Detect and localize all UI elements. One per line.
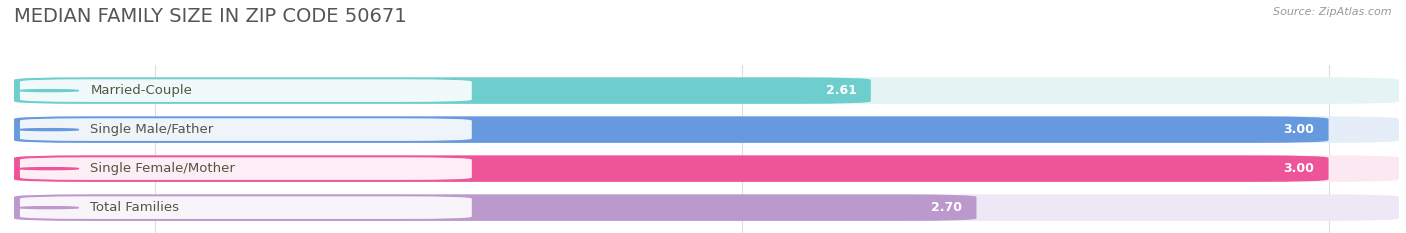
- FancyBboxPatch shape: [20, 118, 472, 141]
- Text: 2.61: 2.61: [825, 84, 856, 97]
- FancyBboxPatch shape: [14, 155, 1399, 182]
- FancyBboxPatch shape: [14, 194, 1399, 221]
- Circle shape: [20, 129, 79, 130]
- Text: Married-Couple: Married-Couple: [90, 84, 193, 97]
- FancyBboxPatch shape: [20, 196, 472, 219]
- Circle shape: [20, 90, 79, 92]
- Text: 3.00: 3.00: [1284, 123, 1315, 136]
- Circle shape: [20, 207, 79, 209]
- FancyBboxPatch shape: [14, 116, 1399, 143]
- FancyBboxPatch shape: [14, 116, 1329, 143]
- FancyBboxPatch shape: [14, 77, 1399, 104]
- Text: MEDIAN FAMILY SIZE IN ZIP CODE 50671: MEDIAN FAMILY SIZE IN ZIP CODE 50671: [14, 7, 406, 26]
- Text: 3.00: 3.00: [1284, 162, 1315, 175]
- Text: Single Female/Mother: Single Female/Mother: [90, 162, 235, 175]
- Text: Single Male/Father: Single Male/Father: [90, 123, 214, 136]
- Text: Source: ZipAtlas.com: Source: ZipAtlas.com: [1274, 7, 1392, 17]
- Text: Total Families: Total Families: [90, 201, 180, 214]
- FancyBboxPatch shape: [14, 155, 1329, 182]
- FancyBboxPatch shape: [20, 157, 472, 180]
- FancyBboxPatch shape: [14, 77, 870, 104]
- Circle shape: [20, 168, 79, 170]
- FancyBboxPatch shape: [14, 194, 976, 221]
- Text: 2.70: 2.70: [931, 201, 962, 214]
- FancyBboxPatch shape: [20, 79, 472, 102]
